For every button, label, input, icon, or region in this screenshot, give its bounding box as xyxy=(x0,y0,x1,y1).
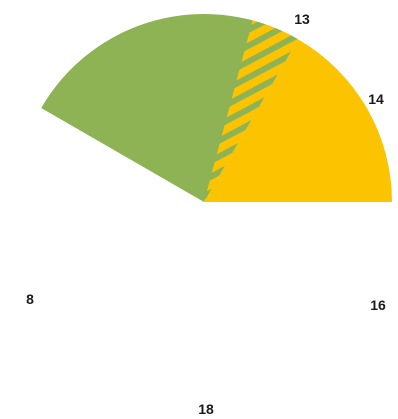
label-18: 18 xyxy=(198,401,214,417)
pie-slice-yellow xyxy=(204,39,392,202)
pie-slice-overlap xyxy=(204,20,298,202)
label-8: 8 xyxy=(26,291,34,307)
label-16: 16 xyxy=(370,297,386,313)
label-14: 14 xyxy=(368,91,384,107)
label-13: 13 xyxy=(294,11,310,27)
pie-slice-green xyxy=(41,14,298,203)
